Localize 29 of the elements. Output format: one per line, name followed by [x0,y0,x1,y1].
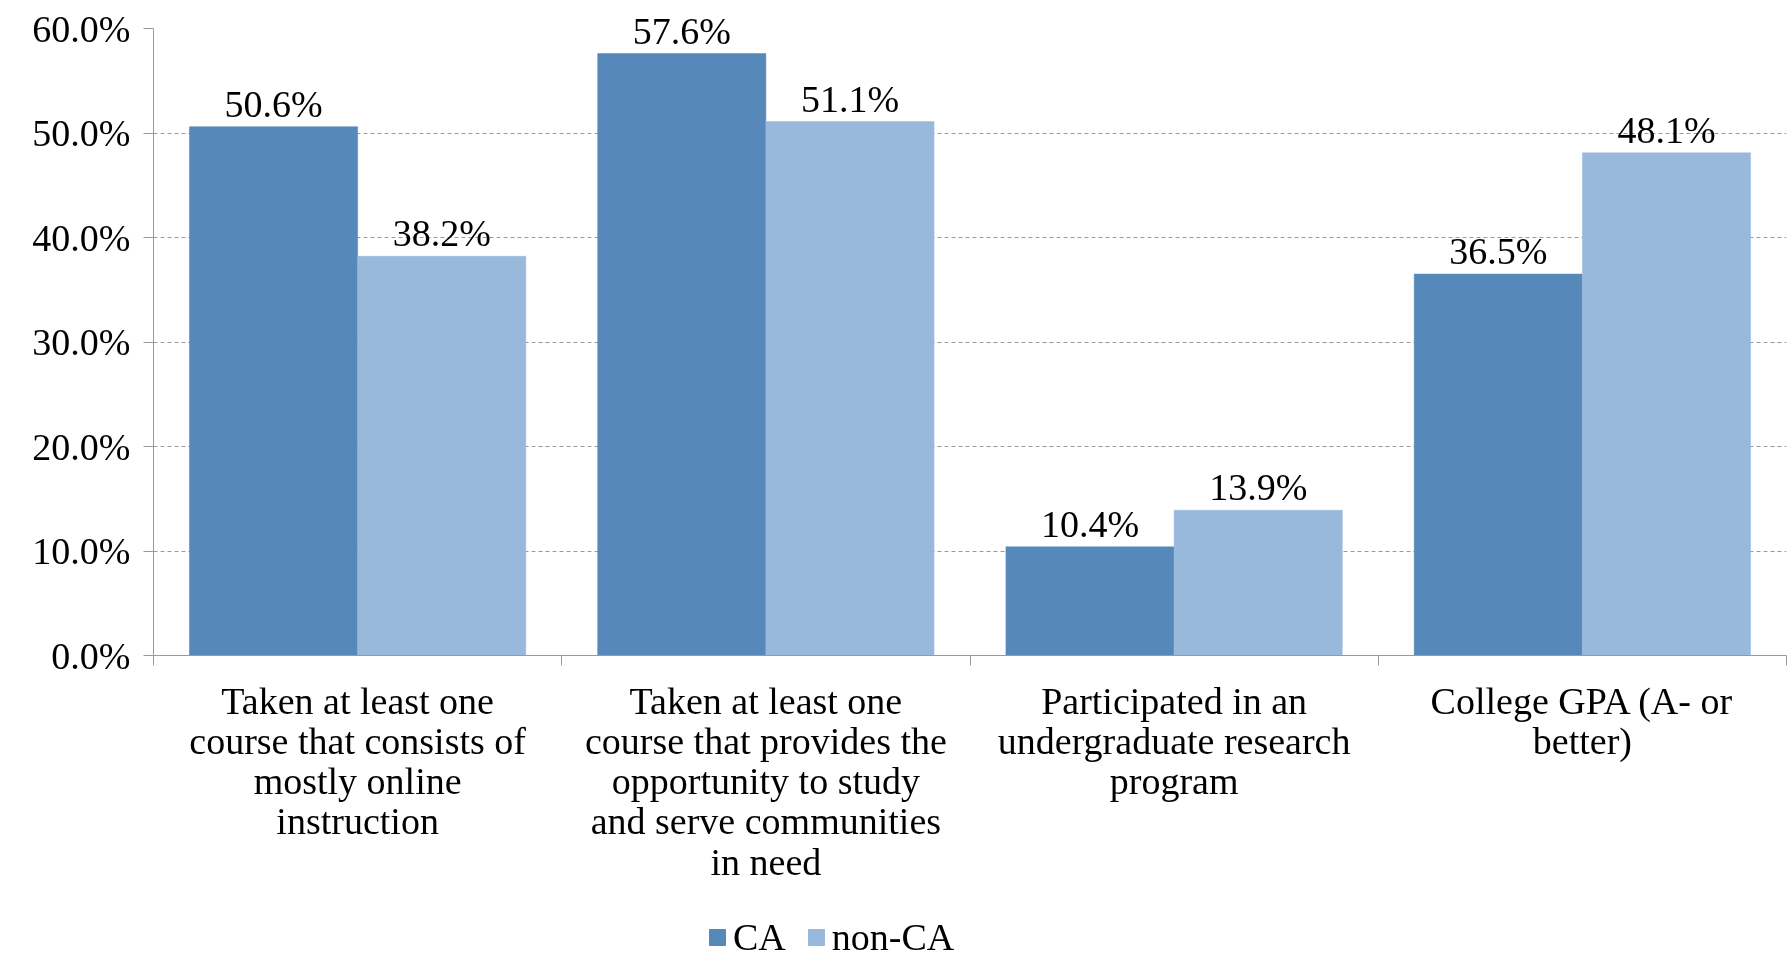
data-label: 50.6% [224,82,323,125]
data-label: 51.1% [800,77,900,120]
bar [765,121,935,656]
data-label: 10.4% [1040,502,1140,545]
bar [1005,546,1175,656]
y-tick-label: 20.0% [32,425,131,468]
x-tick-label: Taken at least one course that provides the opportunity to study and serve communities in need [584,679,947,883]
y-tick-label: 30.0% [32,321,131,363]
x-tick-label: College GPA (A- or better) [1430,679,1733,763]
legend-label: non-CA [831,915,955,959]
y-tick-label: 0.0% [51,634,131,677]
x-tick-label: Taken at least one course that consists of mostly online instruction [189,679,527,843]
data-label: 38.2% [392,212,491,255]
data-label: 13.9% [1209,466,1308,509]
y-tick-label: 40.0% [32,216,131,259]
legend-label: CA [733,915,786,959]
bar [1173,509,1343,656]
y-tick-label: 10.0% [32,530,131,572]
bar [1582,152,1751,656]
data-label: 48.1% [1617,108,1716,151]
y-tick-label: 60.0% [32,7,131,50]
bar [597,53,767,656]
bar [189,126,358,656]
y-tick-label: 50.0% [32,112,131,154]
x-tick-label: Participated in an undergraduate research program [997,679,1351,803]
bar [357,256,527,656]
data-label: 57.6% [632,9,731,52]
data-label: 36.5% [1449,230,1548,273]
bar [1413,273,1583,656]
